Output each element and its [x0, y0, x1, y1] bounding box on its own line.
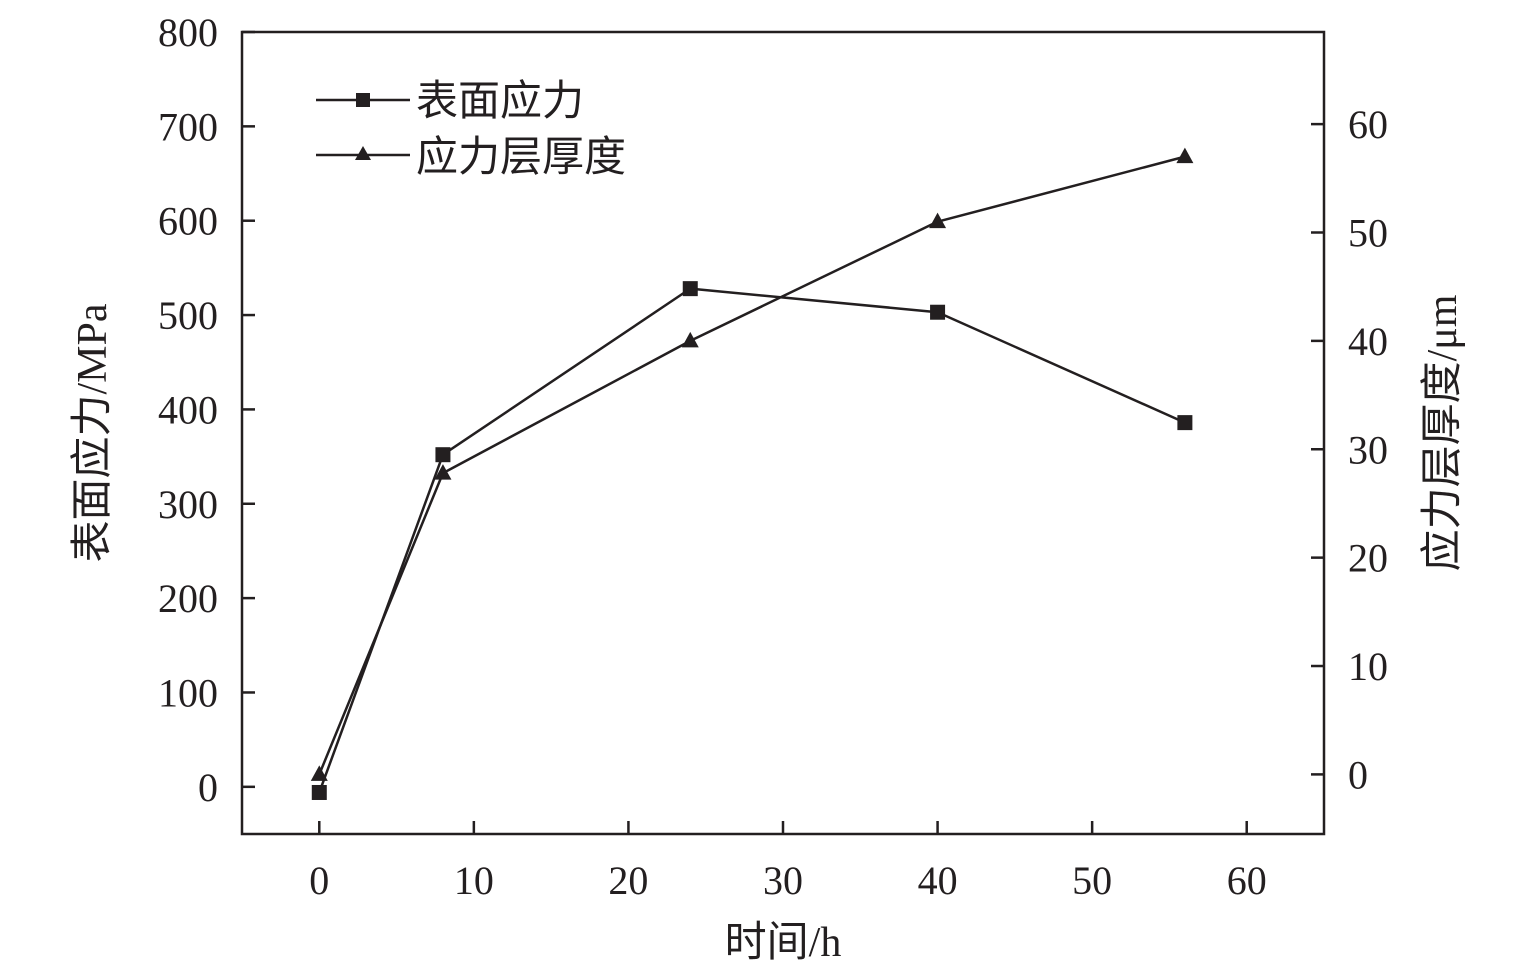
- legend-label-surface-stress: 表面应力: [416, 78, 584, 125]
- legend-square-marker: [356, 93, 370, 107]
- right-y-tick-label: 60: [1348, 102, 1388, 147]
- data-point-layer-thickness: [1176, 147, 1194, 164]
- series-layer: [310, 147, 1194, 800]
- x-axis-title: 时间/h: [725, 920, 842, 966]
- right-y-axis-title: 应力层厚度/μm: [1419, 294, 1466, 571]
- legend-triangle-marker: [355, 146, 371, 160]
- data-point-surface-stress: [930, 304, 946, 320]
- x-axis-ticks: 0 10 20 30 40 50 60: [309, 821, 1267, 903]
- x-tick-label: 30: [763, 858, 803, 903]
- x-tick-label: 10: [454, 858, 494, 903]
- x-tick-label: 20: [608, 858, 648, 903]
- data-point-surface-stress: [435, 447, 451, 463]
- legend-label-layer-thickness: 应力层厚度: [416, 134, 626, 181]
- left-y-tick-label: 300: [158, 482, 218, 527]
- left-y-tick-label: 700: [158, 104, 218, 149]
- data-point-layer-thickness: [681, 331, 699, 348]
- series-line-surface-stress: [318, 287, 1186, 793]
- left-y-tick-label: 200: [158, 576, 218, 621]
- left-y-tick-label: 500: [158, 293, 218, 338]
- data-point-surface-stress: [682, 281, 698, 297]
- right-y-tick-label: 30: [1348, 427, 1388, 472]
- left-y-tick-label: 100: [158, 670, 218, 715]
- left-y-tick-label: 800: [158, 10, 218, 55]
- left-y-axis-title: 表面应力/MPa: [69, 303, 116, 562]
- x-tick-label: 40: [918, 858, 958, 903]
- right-y-tick-label: 10: [1348, 644, 1388, 689]
- right-y-tick-label: 50: [1348, 211, 1388, 256]
- legend: 表面应力 应力层厚度: [316, 78, 626, 181]
- x-tick-label: 60: [1227, 858, 1267, 903]
- data-point-layer-thickness: [310, 765, 328, 781]
- left-y-axis-ticks: 0 100 200 300 400 500 600 700 800: [158, 10, 255, 810]
- right-y-tick-label: 0: [1348, 752, 1368, 797]
- left-y-tick-label: 600: [158, 199, 218, 244]
- plot-frame: [240, 30, 1326, 836]
- right-y-axis-ticks: 0 10 20 30 40 50 60: [1311, 102, 1388, 797]
- data-point-surface-stress: [311, 784, 327, 800]
- right-y-tick-label: 40: [1348, 319, 1388, 364]
- left-y-tick-label: 0: [198, 765, 218, 810]
- series-line-layer-thickness: [318, 155, 1186, 775]
- right-y-tick-label: 20: [1348, 536, 1388, 581]
- data-point-layer-thickness: [929, 212, 947, 229]
- data-point-surface-stress: [1177, 415, 1193, 431]
- data-point-layer-thickness: [434, 464, 452, 480]
- left-y-tick-label: 400: [158, 387, 218, 432]
- x-tick-label: 50: [1072, 858, 1112, 903]
- x-tick-label: 0: [309, 858, 329, 903]
